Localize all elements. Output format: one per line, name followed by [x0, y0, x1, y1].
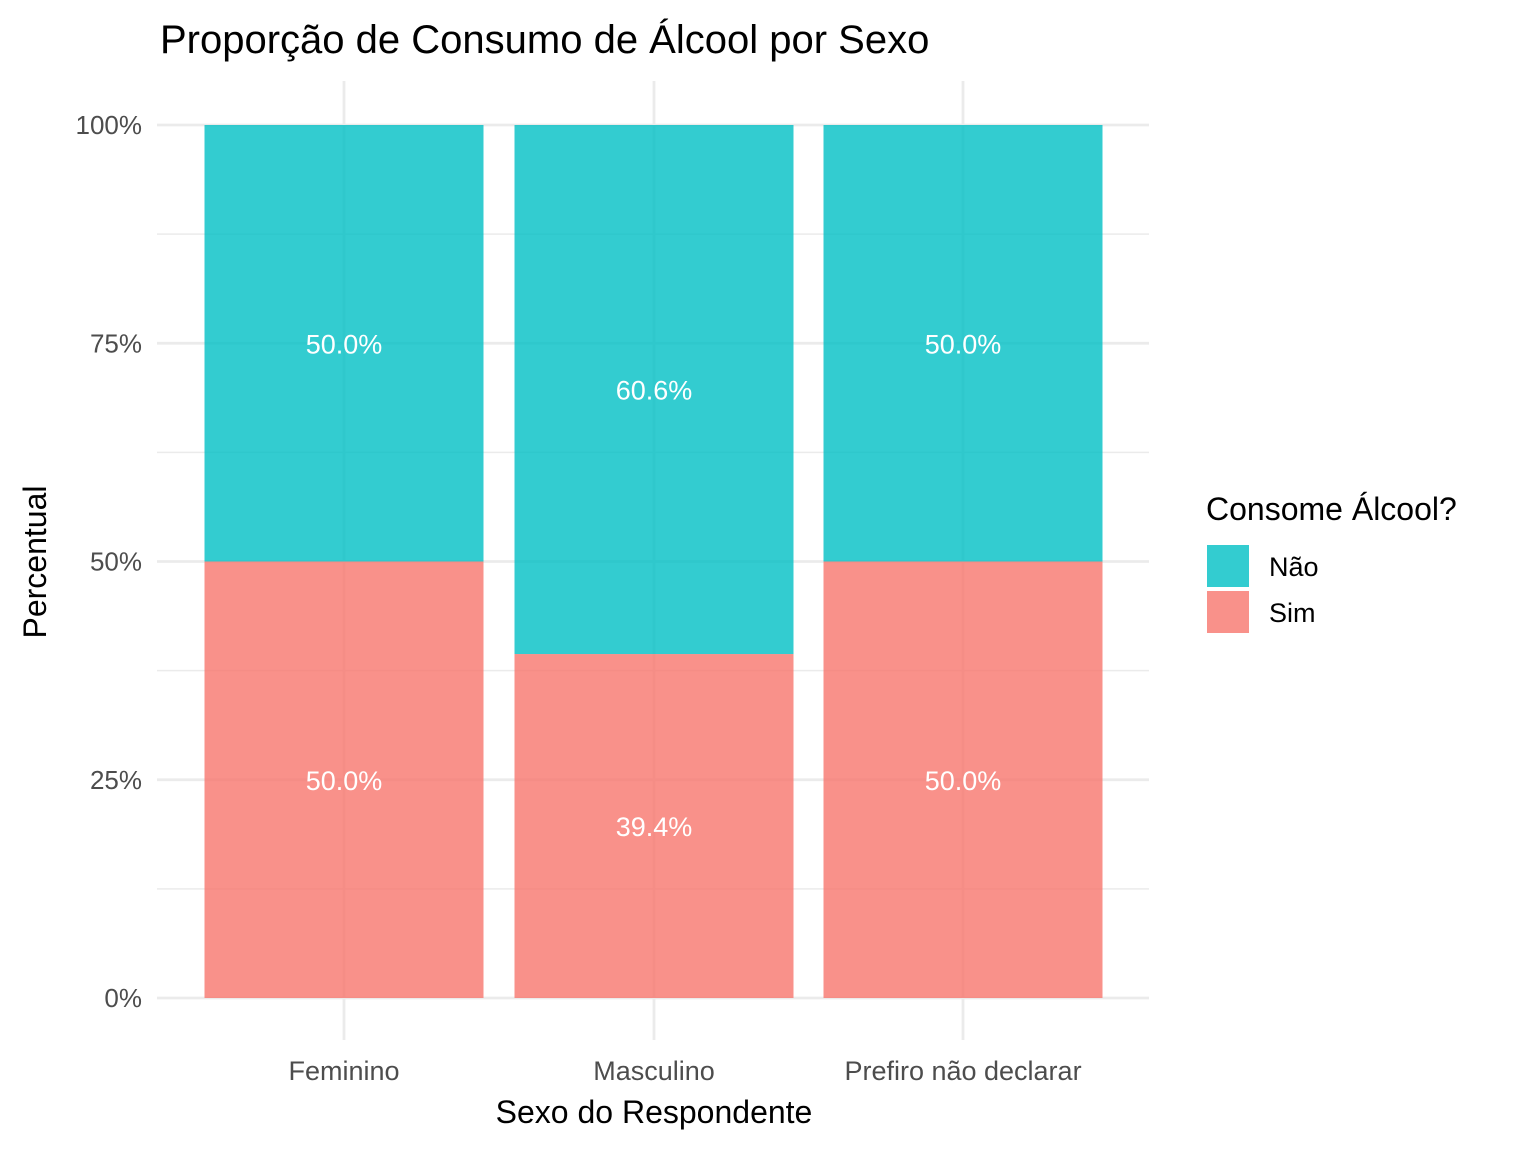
y-axis-label: Percentual — [17, 486, 53, 639]
chart-title: Proporção de Consumo de Álcool por Sexo — [160, 17, 929, 62]
legend-swatch — [1207, 591, 1249, 633]
legend-swatch — [1207, 545, 1249, 587]
x-tick-label: Masculino — [593, 1056, 715, 1086]
bar-value-label: 39.4% — [616, 812, 693, 842]
x-tick-label: Prefiro não declarar — [844, 1056, 1081, 1086]
bar-segment — [514, 125, 794, 655]
bar-segment — [204, 125, 484, 562]
bars — [204, 125, 1103, 998]
bar-labels: 50.0% 50.0% 39.4% 60.6% 50.0% 50.0% — [306, 329, 1002, 842]
bar-value-label: 50.0% — [925, 329, 1002, 359]
legend-title: Consome Álcool? — [1206, 491, 1457, 527]
y-axis-ticks: 0% 25% 50% 75% 100% — [76, 110, 143, 1013]
legend-label: Sim — [1269, 598, 1316, 628]
x-axis-label: Sexo do Respondente — [496, 1094, 813, 1130]
y-tick-label: 75% — [90, 328, 142, 358]
legend-label: Não — [1269, 552, 1319, 582]
bar-segment — [823, 561, 1103, 998]
legend: Consome Álcool? Não Sim — [1206, 491, 1457, 633]
y-tick-label: 0% — [104, 983, 142, 1013]
bar-segment — [204, 561, 484, 998]
x-tick-label: Feminino — [288, 1056, 399, 1086]
y-tick-label: 50% — [90, 547, 142, 577]
bar-segment — [823, 125, 1103, 562]
bar-value-label: 60.6% — [616, 376, 693, 406]
bar-value-label: 50.0% — [925, 766, 1002, 796]
bar-value-label: 50.0% — [306, 329, 383, 359]
bar-segment — [514, 654, 794, 998]
y-tick-label: 100% — [76, 110, 143, 140]
y-tick-label: 25% — [90, 765, 142, 795]
x-axis-ticks: Feminino Masculino Prefiro não declarar — [288, 1056, 1081, 1086]
bar-value-label: 50.0% — [306, 766, 383, 796]
